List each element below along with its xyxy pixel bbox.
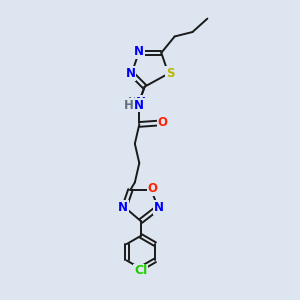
Text: N: N xyxy=(134,45,144,58)
Text: H: H xyxy=(128,97,137,107)
Text: N: N xyxy=(134,99,144,112)
Text: N: N xyxy=(154,201,164,214)
Text: N: N xyxy=(136,96,146,109)
Text: S: S xyxy=(166,67,174,80)
Text: Cl: Cl xyxy=(134,265,147,278)
Text: N: N xyxy=(118,201,128,214)
Text: N: N xyxy=(125,67,135,80)
Text: O: O xyxy=(147,182,158,195)
Text: H: H xyxy=(124,99,134,112)
Text: O: O xyxy=(158,116,167,130)
